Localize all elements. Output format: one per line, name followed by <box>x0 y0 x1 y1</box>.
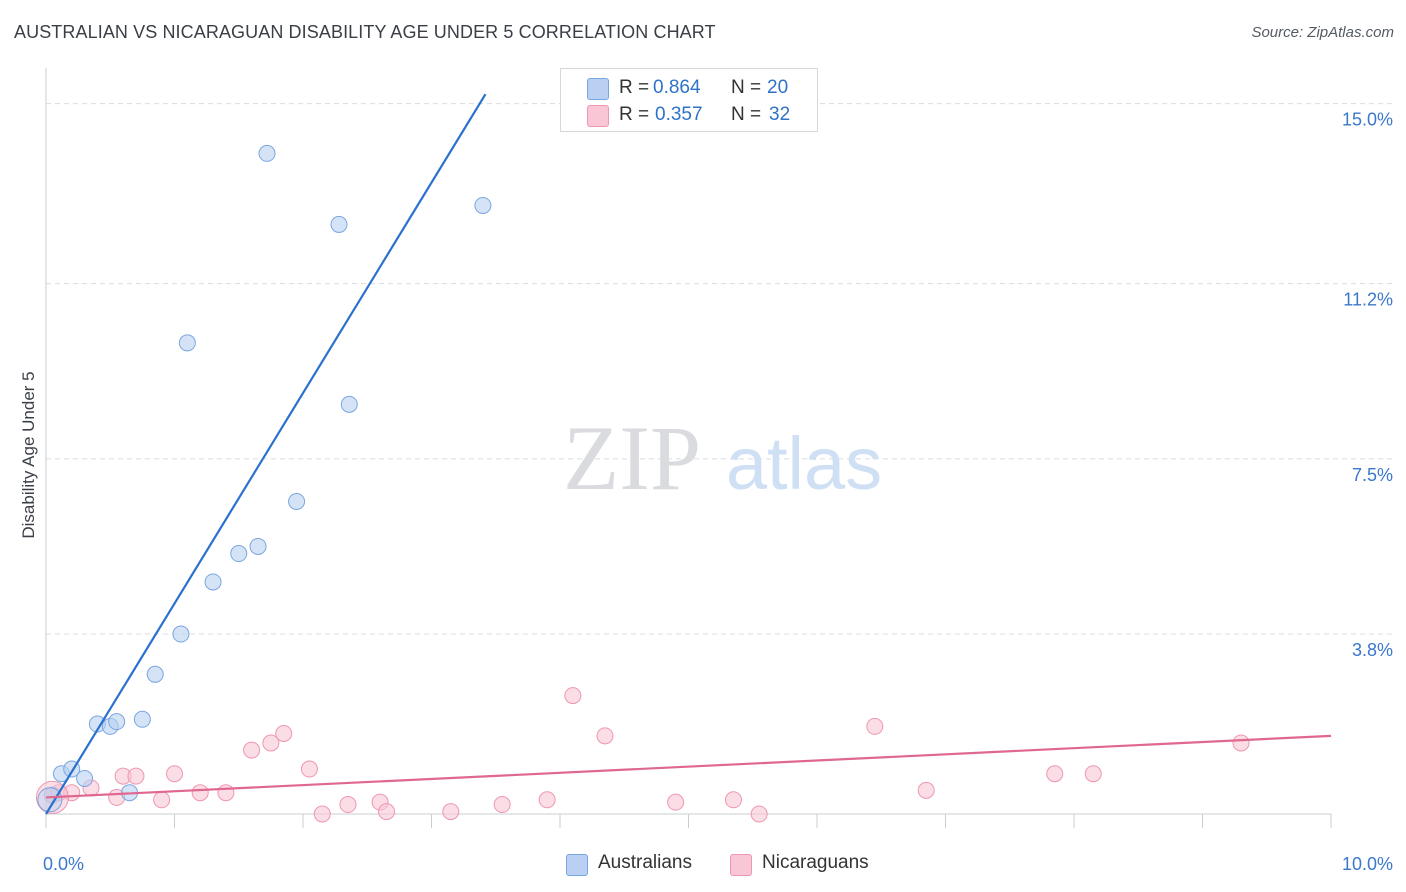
point-nicaraguans <box>300 760 318 778</box>
n-value: 20 <box>767 77 789 98</box>
point-australians <box>76 769 94 787</box>
point-australians <box>340 395 358 413</box>
point-nicaraguans <box>127 767 145 785</box>
point-nicaraguans <box>262 734 280 752</box>
point-nicaraguans <box>667 793 685 811</box>
source-label: Source: ZipAtlas.com <box>1251 24 1394 41</box>
y-tick-label: 11.2% <box>1343 290 1393 310</box>
r-label: R = <box>619 104 650 125</box>
stats-box: R = 0.864 N = 20 R = 0.357 N = 32 <box>560 68 818 132</box>
chart-title: AUSTRALIAN VS NICARAGUAN DISABILITY AGE … <box>14 22 716 42</box>
point-nicaraguans <box>866 717 884 735</box>
point-nicaraguans <box>153 791 171 809</box>
point-australians <box>133 710 151 728</box>
labels-layer: 3.8% 7.5% 11.2% 15.0% 0.0% 10.0% <box>43 110 1393 874</box>
point-nicaraguans <box>1046 765 1064 783</box>
point-australians <box>288 492 306 510</box>
point-australians <box>146 665 164 683</box>
n-value: 32 <box>769 104 791 125</box>
point-nicaraguans <box>378 803 396 821</box>
point-nicaraguans <box>1084 765 1102 783</box>
trend-line-australians <box>45 93 487 815</box>
point-nicaraguans <box>166 765 183 783</box>
australians-swatch <box>587 78 609 100</box>
point-nicaraguans <box>1232 734 1250 752</box>
point-nicaraguans <box>917 781 935 799</box>
point-nicaraguans <box>750 805 768 823</box>
point-nicaraguans <box>217 784 235 802</box>
point-nicaraguans <box>339 796 357 814</box>
point-nicaraguans <box>313 805 331 823</box>
r-value: 0.357 <box>655 104 703 125</box>
trend-layer <box>45 93 1332 815</box>
point-nicaraguans <box>442 803 460 821</box>
legend-swatch-australians <box>566 854 588 876</box>
legend-swatch-nicaraguans <box>730 854 752 876</box>
watermark: ZIP atlas <box>563 407 882 509</box>
point-nicaraguans <box>596 727 614 745</box>
point-australians <box>204 573 222 591</box>
n-label: N = <box>731 104 762 125</box>
legend-label-nicaraguans: Nicaraguans <box>762 852 869 873</box>
grid-layer <box>45 68 1392 828</box>
n-label: N = <box>731 77 762 98</box>
cluster-point-australians <box>37 787 63 813</box>
nicaraguans-swatch <box>587 105 609 127</box>
point-nicaraguans <box>243 741 261 759</box>
point-australians <box>230 545 248 563</box>
point-nicaraguans <box>724 791 742 809</box>
point-nicaraguans <box>493 796 511 814</box>
y-tick-label: 3.8% <box>1352 640 1393 660</box>
x-tick-label: 10.0% <box>1342 854 1393 874</box>
y-tick-label: 7.5% <box>1352 465 1393 485</box>
y-tick-label: 15.0% <box>1342 110 1393 130</box>
point-australians <box>474 196 492 214</box>
trend-line-nicaraguans <box>45 734 1332 799</box>
point-nicaraguans <box>275 724 293 742</box>
r-label: R = <box>619 77 650 98</box>
point-nicaraguans <box>191 784 209 802</box>
watermark-atlas: atlas <box>726 422 882 505</box>
point-australians <box>178 334 196 352</box>
point-australians <box>172 625 190 643</box>
x-tick-label: 0.0% <box>43 854 84 874</box>
point-australians <box>258 144 276 162</box>
point-nicaraguans <box>538 791 556 809</box>
y-axis-label: Disability Age Under 5 <box>19 371 38 538</box>
point-australians <box>108 713 126 731</box>
point-australians <box>249 537 267 555</box>
point-australians <box>330 215 348 233</box>
r-value: 0.864 <box>653 77 701 98</box>
point-nicaraguans <box>564 687 582 705</box>
watermark-zip: ZIP <box>563 407 701 509</box>
legend-label-australians: Australians <box>598 852 692 873</box>
